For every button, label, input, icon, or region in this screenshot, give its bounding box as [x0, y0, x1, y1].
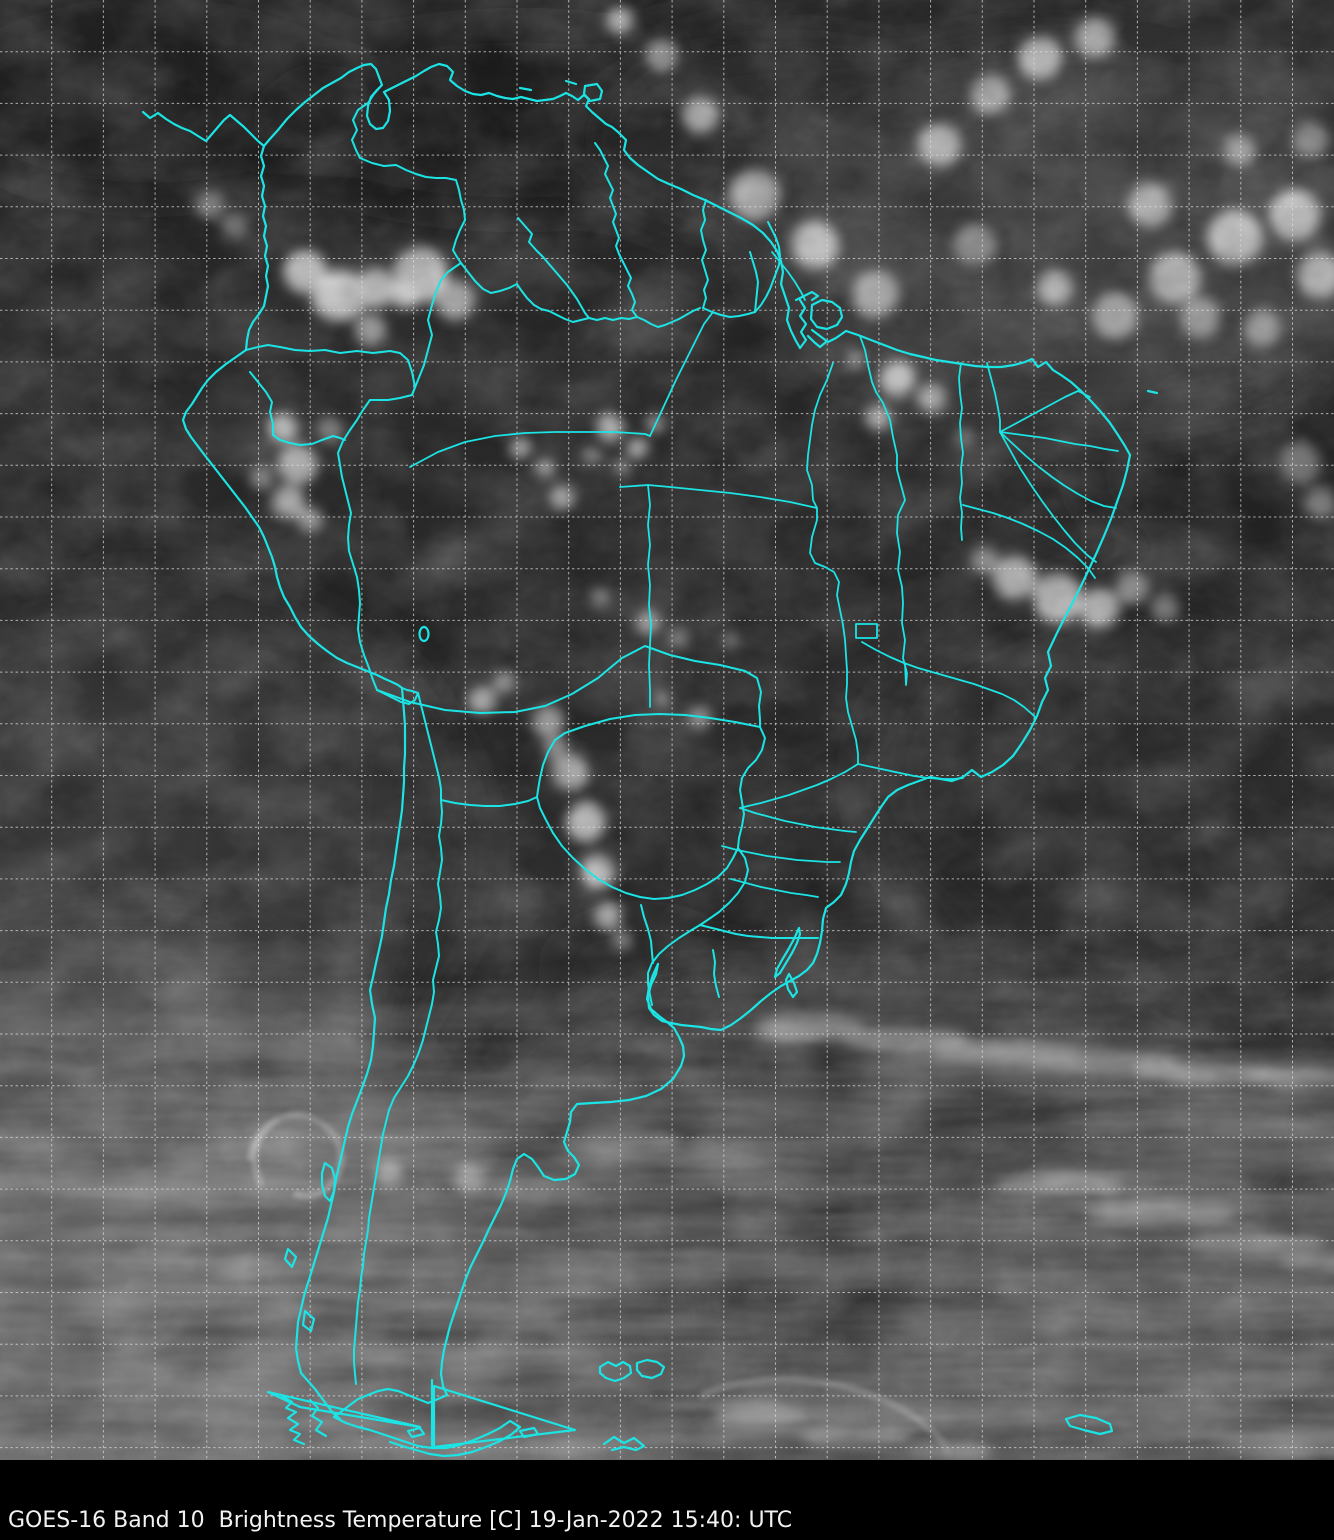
coastline-brazil-north [844, 329, 1132, 457]
lagoa-mirim [784, 972, 799, 999]
south-georgia-island [1064, 1413, 1114, 1436]
chiloe-island [320, 1161, 337, 1203]
amazon-river-mouth [794, 290, 848, 350]
marajo-island [809, 298, 844, 331]
caption-text: GOES-16 Band 10 Brightness Temperature [… [8, 1508, 793, 1533]
tierra-del-fuego [266, 1371, 646, 1458]
caption-bar: GOES-16 Band 10 Brightness Temperature [… [0, 1460, 1334, 1540]
country-borders [245, 85, 819, 1385]
fernando-de-noronha [1146, 389, 1159, 395]
coastline-brazil-east [646, 453, 1132, 1032]
coastline-north-east [141, 62, 802, 350]
falkland-west-island [598, 1360, 633, 1383]
islands-and-lakes [283, 79, 1159, 1436]
lake-titicaca [418, 625, 430, 643]
trinidad-island [582, 82, 604, 103]
lagoa-dos-patos [773, 926, 802, 979]
brazil-state-borders [409, 251, 1119, 898]
map-borders-overlay [141, 62, 1159, 1458]
coastline-pacific [181, 144, 407, 1375]
falkland-east-island [635, 1358, 666, 1380]
latlon-grid [0, 0, 1334, 1460]
south-streak-texture [0, 0, 1334, 1460]
coastline-argentina [439, 962, 686, 1397]
